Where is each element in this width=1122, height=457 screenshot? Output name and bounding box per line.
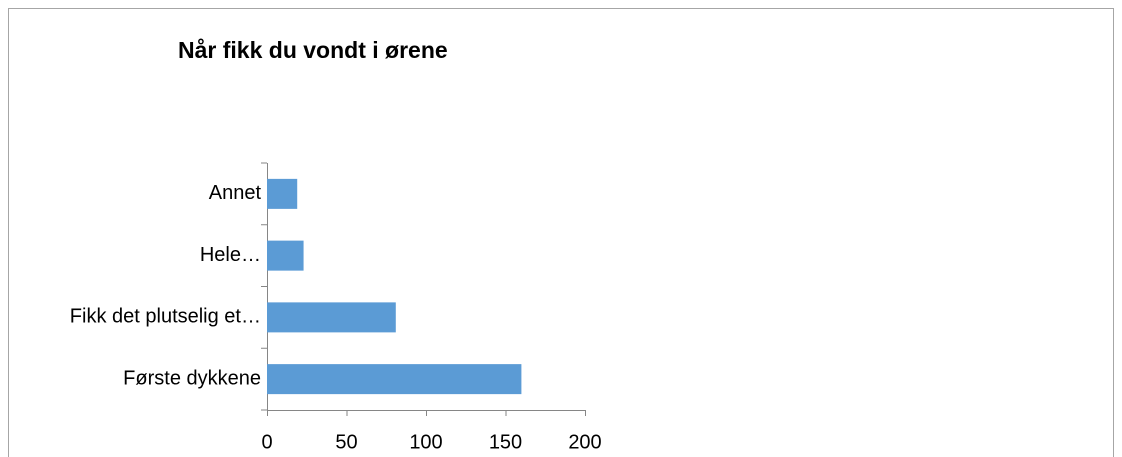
y-tick-label: Første dykkene xyxy=(123,367,261,389)
bar xyxy=(267,364,522,395)
bar xyxy=(267,302,396,333)
y-tick-label: Annet xyxy=(209,182,262,204)
chart-title: Når fikk du vondt i ørene xyxy=(178,37,448,63)
bar xyxy=(267,240,304,271)
bar xyxy=(267,178,298,209)
x-tick-label: 0 xyxy=(261,431,272,453)
y-tick-label: Hele… xyxy=(200,244,261,266)
x-tick-label: 100 xyxy=(409,431,442,453)
x-tick-label: 50 xyxy=(335,431,357,453)
x-tick-label: 150 xyxy=(489,431,522,453)
chart-frame xyxy=(8,8,1114,457)
y-tick-label: Fikk det plutselig et… xyxy=(70,306,261,328)
x-tick-label: 200 xyxy=(568,431,601,453)
